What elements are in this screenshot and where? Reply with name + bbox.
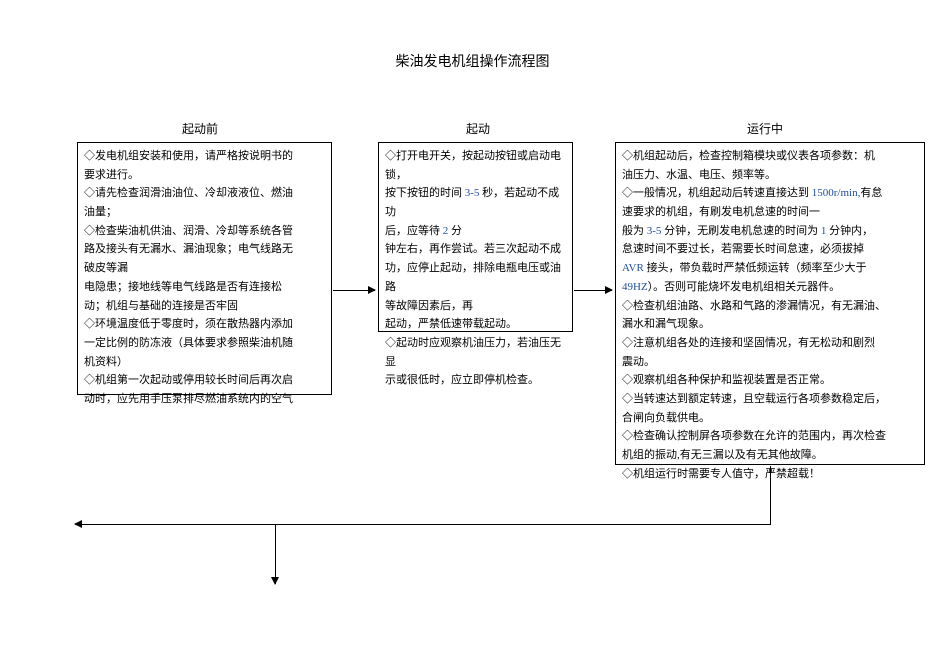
text-line: 钟左右，再作尝试。若三次起动不成 xyxy=(385,240,566,259)
text-line: ◇请先检查润滑油油位、冷却液液位、燃油 xyxy=(84,184,325,203)
text-line: ◇注意机组各处的连接和坚固情况，有无松动和剧烈 xyxy=(622,334,918,353)
edge-running-down xyxy=(770,466,771,524)
text-line: AVR 接头，带负载时严禁低频运转（频率至少大于 xyxy=(622,259,918,278)
text-line: ◇机组起动后，检查控制箱模块或仪表各项参数：机 xyxy=(622,147,918,166)
text-line: 等故障因素后，再 xyxy=(385,297,566,316)
text-line: 一定比例的防冻液（具体要求参照柴油机随 xyxy=(84,334,325,353)
text-line: 示或很低时，应立即停机检查。 xyxy=(385,371,566,390)
text-line: 合闸向负载供电。 xyxy=(622,409,918,428)
node-running: ◇机组起动后，检查控制箱模块或仪表各项参数：机油压力、水温、电压、频率等。◇一般… xyxy=(615,142,925,465)
text-line: ◇当转速达到额定转速，且空载运行各项参数稳定后， xyxy=(622,390,918,409)
text-line: 机组的振动,有无三漏以及有无其他故障。 xyxy=(622,446,918,465)
col-header-running: 运行中 xyxy=(735,120,795,139)
text-line: 油压力、水温、电压、频率等。 xyxy=(622,166,918,185)
text-line: ◇起动时应观察机油压力，若油压无显 xyxy=(385,334,566,371)
text-line: 按下按钮的时间 3-5 秒，若起动不成功 xyxy=(385,184,566,221)
text-line: 动时，应先用手压泵排尽燃油系统内的空气 xyxy=(84,390,325,409)
text-line: 49HZ）。否则可能烧坏发电机组相关元器件。 xyxy=(622,278,918,297)
edge-start-to-running xyxy=(574,290,612,291)
text-line: 漏水和漏气现象。 xyxy=(622,315,918,334)
col-header-before: 起动前 xyxy=(170,120,230,139)
page-title: 柴油发电机组操作流程图 xyxy=(0,52,945,74)
text-line: 后，应等待 2 分 xyxy=(385,222,566,241)
text-line: ◇一般情况，机组起动后转速直接达到 1500r/min,有怠 xyxy=(622,184,918,203)
text-line: 动；机组与基础的连接是否牢固 xyxy=(84,297,325,316)
text-line: 油量； xyxy=(84,203,325,222)
text-line: ◇环境温度低于零度时，须在散热器内添加 xyxy=(84,315,325,334)
text-line: ◇发电机组安装和使用，请严格按说明书的 xyxy=(84,147,325,166)
text-line: 要求进行。 xyxy=(84,166,325,185)
text-line: 起动，严禁低速带载起动。 xyxy=(385,315,566,334)
number: 3-5 xyxy=(647,225,662,237)
text-line: ◇检查机组油路、水路和气路的渗漏情况，有无漏油、 xyxy=(622,297,918,316)
text-line: ◇打开电开关，按起动按钮或启动电锁， xyxy=(385,147,566,184)
text-line: 般为 3-5 分钟，无刷发电机怠速的时间为 1 分钟内， xyxy=(622,222,918,241)
text-line: 路及接头有无漏水、漏油现象；电气线路无 xyxy=(84,240,325,259)
text-line: ◇检查柴油机供油、润滑、冷却等系统各管 xyxy=(84,222,325,241)
edge-before-to-start xyxy=(333,290,375,291)
number: 2 xyxy=(443,225,449,237)
number: AVR xyxy=(622,262,647,274)
number: 1 xyxy=(821,225,827,237)
text-line: 电隐患；接地线等电气线路是否有连接松 xyxy=(84,278,325,297)
text-line: 怠速时间不要过长，若需要长时间怠速，必须拔掉 xyxy=(622,240,918,259)
edge-down-next xyxy=(275,524,276,584)
node-start: ◇打开电开关，按起动按钮或启动电锁，按下按钮的时间 3-5 秒，若起动不成功后，… xyxy=(378,142,573,332)
text-line: ◇机组第一次起动或停用较长时间后再次启 xyxy=(84,371,325,390)
text-line: ◇检查确认控制屏各项参数在允许的范围内，再次检查 xyxy=(622,427,918,446)
text-line: 震动。 xyxy=(622,353,918,372)
text-line: 机资料） xyxy=(84,353,325,372)
edge-feedback-left xyxy=(75,524,771,525)
node-before: ◇发电机组安装和使用，请严格按说明书的要求进行。◇请先检查润滑油油位、冷却液液位… xyxy=(77,142,332,395)
text-line: ◇观察机组各种保护和监视装置是否正常。 xyxy=(622,371,918,390)
text-line: 破皮等漏 xyxy=(84,259,325,278)
number: 49HZ xyxy=(622,281,648,293)
col-header-start: 起动 xyxy=(448,120,508,139)
text-line: 功，应停止起动，排除电瓶电压或油路 xyxy=(385,259,566,296)
number: 1500r/min, xyxy=(812,187,861,199)
text-line: 速要求的机组，有刷发电机怠速的时间一 xyxy=(622,203,918,222)
number: 3-5 xyxy=(465,187,480,199)
